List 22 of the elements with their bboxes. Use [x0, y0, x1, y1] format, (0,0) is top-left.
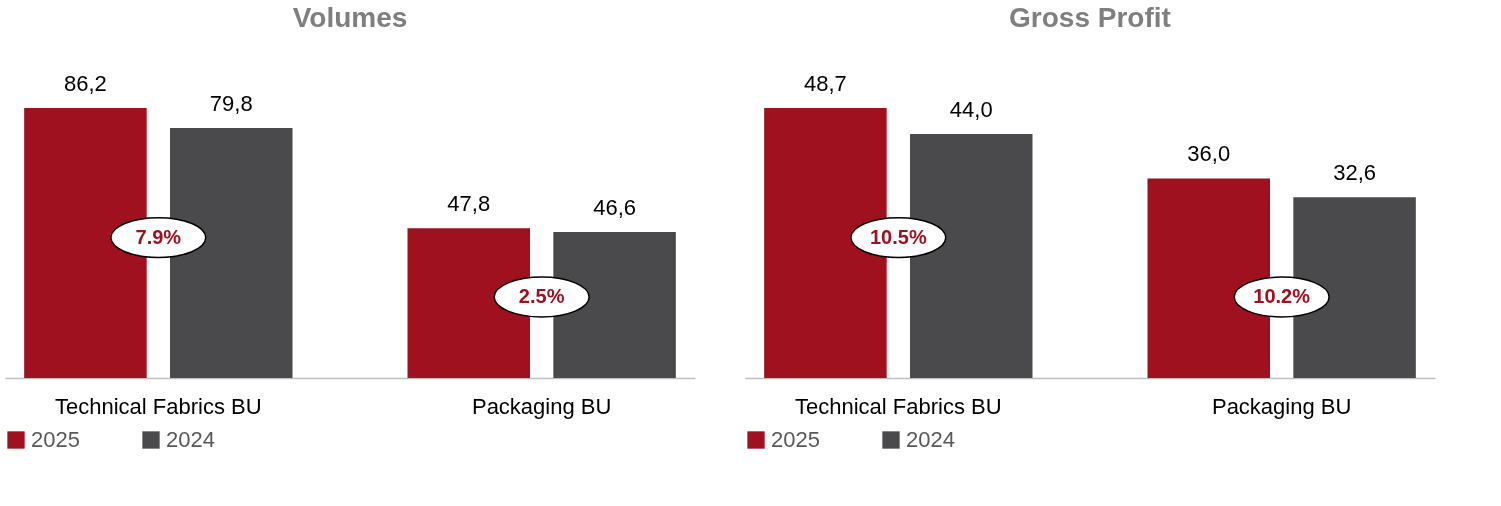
data-label: 48,7 [804, 71, 847, 96]
chart-title: Gross Profit [1009, 2, 1171, 33]
data-label: 47,8 [447, 191, 491, 217]
data-label: 46,6 [593, 195, 636, 221]
x-tick-label: Packaging BU [471, 393, 612, 419]
annotation: 10.2% [1253, 285, 1311, 307]
legend-label: 2024 [906, 427, 955, 452]
annotation: 10.5% [869, 225, 927, 248]
data-label: 79,8 [209, 91, 253, 117]
x-tick-label: Technical Fabrics BU [795, 393, 1002, 419]
chart-title: Volumes [292, 2, 408, 33]
annotation: 2.5% [518, 285, 565, 307]
annotation: 7.9% [135, 225, 182, 248]
data-label: 32,6 [1333, 160, 1376, 186]
data-label: 36,0 [1187, 141, 1231, 167]
legend-label: 2025 [31, 427, 80, 452]
legend-label: 2025 [771, 427, 820, 452]
data-label: 86,2 [64, 71, 107, 96]
data-label: 44,0 [949, 97, 993, 123]
x-tick-label: Packaging BU [1211, 393, 1352, 419]
legend-label: 2024 [166, 427, 215, 452]
x-tick-label: Technical Fabrics BU [55, 393, 262, 419]
